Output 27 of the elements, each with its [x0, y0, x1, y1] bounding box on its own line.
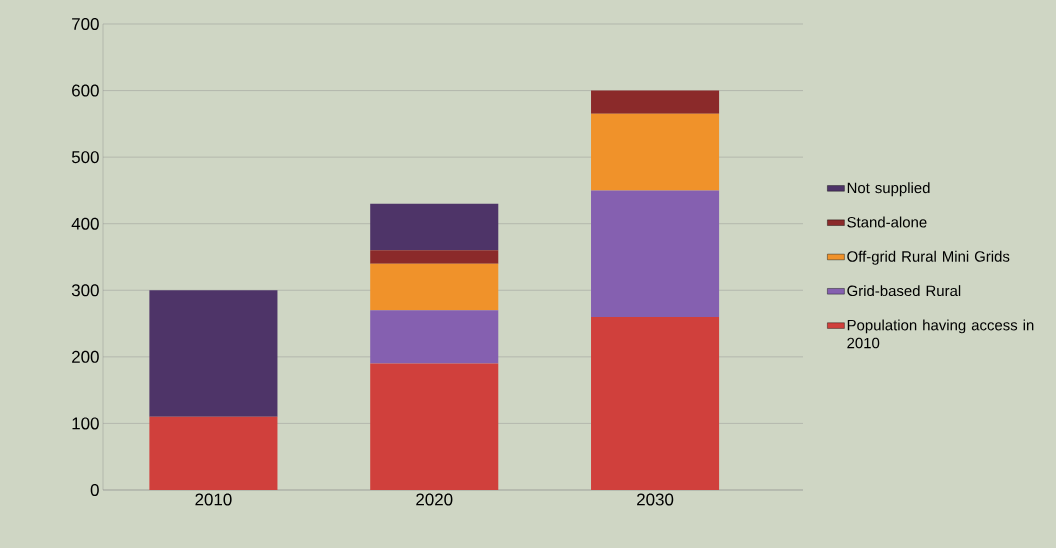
- bar: [370, 310, 499, 364]
- bar: [591, 113, 720, 191]
- y-tick-label: 100: [72, 417, 99, 430]
- bar: [370, 263, 499, 311]
- bar: [149, 416, 278, 490]
- bar: [591, 90, 720, 114]
- bar: [370, 363, 499, 490]
- legend-label: Off-grid Rural Mini Grids: [847, 250, 1010, 265]
- x-tick-label: 2030: [637, 493, 674, 506]
- bar: [591, 190, 720, 317]
- legend-label: Grid-based Rural: [847, 285, 961, 297]
- y-tick-label: 400: [71, 217, 99, 230]
- y-tick-label: 200: [72, 350, 99, 363]
- legend-label: Not supplied: [847, 182, 930, 197]
- bar: [370, 250, 499, 264]
- bar: [149, 290, 278, 417]
- y-tick-label: 500: [71, 151, 99, 164]
- x-tick-label: 2020: [416, 493, 453, 506]
- legend-label: Population having access in 2010: [847, 319, 1034, 349]
- x-tick-label: 2010: [195, 493, 232, 506]
- bar: [591, 316, 720, 490]
- y-tick-label: 300: [71, 284, 99, 297]
- y-tick-label: 700: [72, 17, 99, 30]
- y-tick-label: 600: [72, 84, 99, 97]
- legend-label: Stand-alone: [847, 216, 927, 228]
- y-tick-label: 0: [90, 483, 99, 496]
- bar: [370, 203, 499, 251]
